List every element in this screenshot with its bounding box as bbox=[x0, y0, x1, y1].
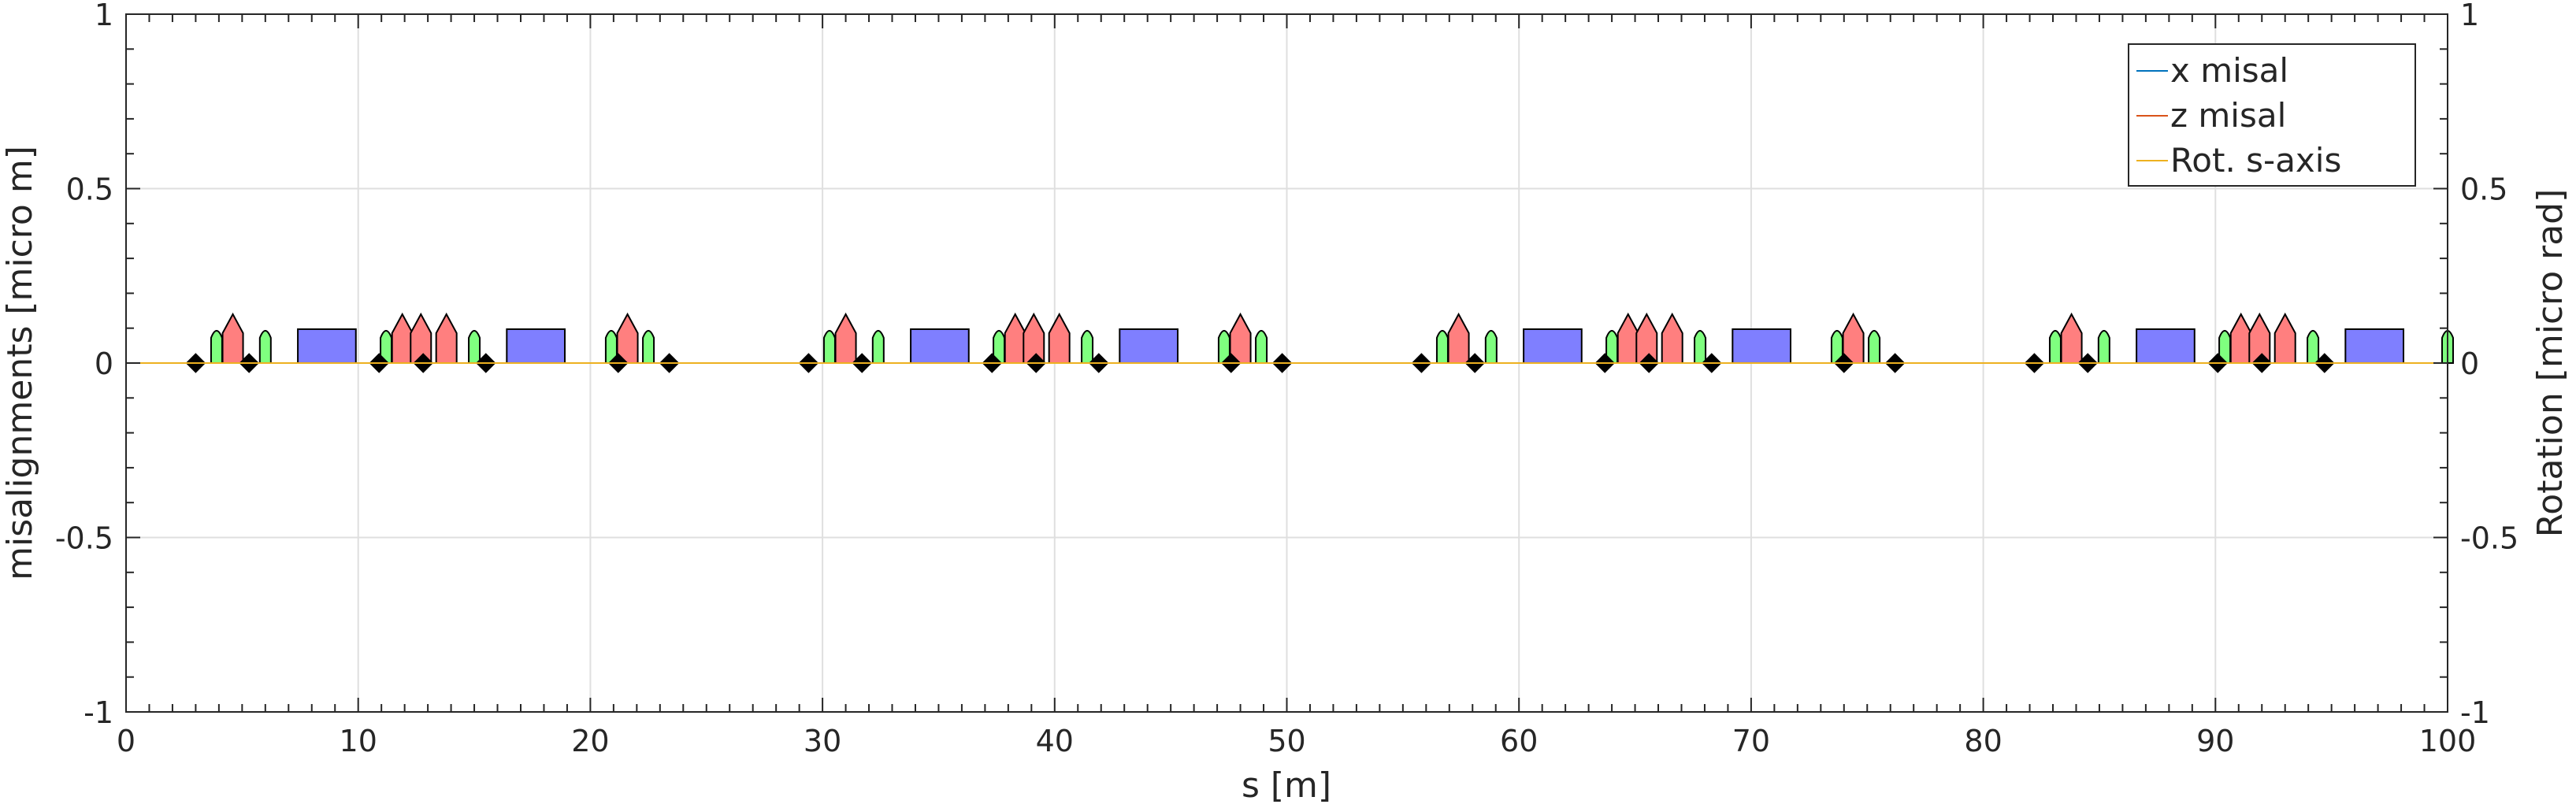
sextupole-element bbox=[258, 330, 272, 364]
legend-label-rot-s-axis: Rot. s-axis bbox=[2170, 141, 2341, 180]
sextupole-element bbox=[1694, 330, 1707, 364]
sextupole-element bbox=[1255, 330, 1268, 364]
sextupole-element bbox=[871, 330, 885, 364]
x-tick-label: 100 bbox=[2419, 724, 2477, 758]
sextupole-element bbox=[1435, 330, 1449, 364]
sextupole-element bbox=[1868, 330, 1881, 364]
sextupole-element bbox=[2307, 330, 2320, 364]
legend: x misal z misal Rot. s-axis bbox=[2128, 43, 2416, 187]
sextupole-element bbox=[993, 330, 1006, 364]
sextupole-element bbox=[210, 330, 223, 364]
lattice-elements bbox=[185, 312, 2454, 373]
sextupole-element bbox=[642, 330, 655, 364]
dipole-element bbox=[2136, 328, 2196, 364]
x-tick-label: 50 bbox=[1268, 724, 1305, 758]
legend-box bbox=[2128, 43, 2416, 187]
sextupole-element bbox=[1081, 330, 1094, 364]
y-tick-label-right: 0 bbox=[2460, 347, 2479, 381]
y-tick-label-left: 0.5 bbox=[66, 172, 113, 207]
x-tick-label: 70 bbox=[1732, 724, 1770, 758]
dipole-element bbox=[506, 328, 566, 364]
y-tick-label-right: -1 bbox=[2460, 695, 2490, 730]
dipole-element bbox=[1523, 328, 1583, 364]
dipole-element bbox=[1732, 328, 1791, 364]
sextupole-element bbox=[468, 330, 481, 364]
y-tick-label-right: -0.5 bbox=[2460, 521, 2518, 556]
sextupole-element bbox=[2048, 330, 2062, 364]
dipole-element bbox=[297, 328, 357, 364]
sextupole-element bbox=[2218, 330, 2232, 364]
y-tick-label-right: 0.5 bbox=[2460, 172, 2507, 207]
sextupole-element bbox=[822, 330, 836, 364]
sextupole-element bbox=[1484, 330, 1498, 364]
dipole-element bbox=[910, 328, 970, 364]
x-tick-label: 30 bbox=[804, 724, 841, 758]
sextupole-element bbox=[1217, 330, 1230, 364]
axis-ticks: 0 10 20 30 40 50 60 70 80 90 100 1 1 0.5 0.5 0 0 -0.5 -0.5… bbox=[55, 0, 2518, 758]
dipole-element bbox=[1119, 328, 1179, 364]
y-axis-label-right: Rotation [micro rad] bbox=[2530, 189, 2570, 538]
y-tick-label-left: -0.5 bbox=[55, 521, 113, 556]
x-tick-label: 80 bbox=[1964, 724, 2002, 758]
sextupole-element bbox=[604, 330, 618, 364]
x-tick-label: 40 bbox=[1036, 724, 1074, 758]
sextupole-element bbox=[1830, 330, 1843, 364]
y-tick-label-left: -1 bbox=[84, 695, 113, 730]
y-tick-label-left: 1 bbox=[95, 0, 113, 32]
dipole-element bbox=[2344, 328, 2405, 364]
legend-label-z-misal: z misal bbox=[2170, 96, 2286, 135]
x-tick-label: 10 bbox=[340, 724, 377, 758]
x-tick-label: 90 bbox=[2196, 724, 2234, 758]
sextupole-element bbox=[1605, 330, 1619, 364]
x-tick-label: 20 bbox=[571, 724, 609, 758]
sextupole-element bbox=[380, 330, 393, 364]
y-axis-label-left: misalignments [micro m] bbox=[0, 146, 40, 580]
y-tick-label-left: 0 bbox=[95, 347, 113, 381]
legend-label-x-misal: x misal bbox=[2170, 51, 2288, 90]
x-tick-label: 0 bbox=[117, 724, 135, 758]
x-axis-label: s [m] bbox=[1242, 765, 1331, 806]
y-tick-label-right: 1 bbox=[2460, 0, 2479, 32]
x-tick-label: 60 bbox=[1500, 724, 1538, 758]
sextupole-element bbox=[2097, 330, 2110, 364]
